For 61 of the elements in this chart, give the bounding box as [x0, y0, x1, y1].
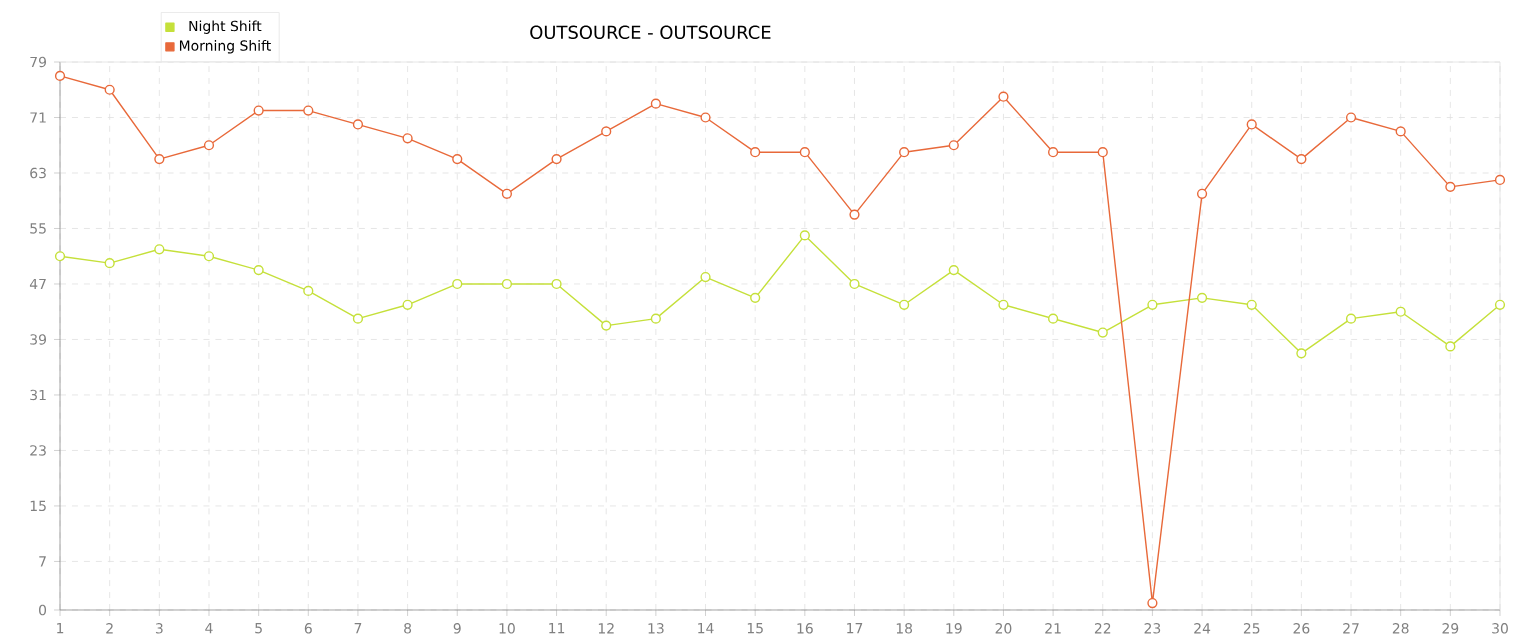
point: [203, 140, 215, 151]
point: [1445, 181, 1456, 192]
point: [899, 299, 910, 310]
point: [452, 278, 463, 289]
point: [998, 299, 1009, 310]
point: [253, 105, 264, 116]
point: [1395, 126, 1406, 137]
point: [501, 278, 513, 289]
point: [849, 278, 860, 289]
point: [650, 313, 661, 324]
point: [1395, 306, 1406, 317]
point: [849, 209, 860, 220]
point: [402, 299, 413, 310]
point: [1097, 327, 1108, 338]
point: [104, 257, 115, 269]
point: [1196, 292, 1208, 303]
point: [601, 126, 612, 137]
point: [452, 153, 463, 165]
point: [1097, 146, 1108, 158]
point: [54, 70, 66, 81]
point: [700, 271, 711, 283]
point: [303, 285, 314, 296]
point: [948, 264, 959, 276]
point: [1296, 348, 1307, 359]
point: [551, 153, 562, 165]
point: [154, 153, 165, 165]
point: [1196, 188, 1208, 199]
point: [1246, 119, 1257, 130]
point: [104, 84, 115, 95]
point: [1345, 112, 1357, 123]
point: [54, 251, 66, 262]
point: [1445, 341, 1456, 352]
point: [1048, 313, 1059, 324]
point: [253, 264, 264, 276]
point: [1494, 174, 1506, 185]
point: [303, 105, 314, 116]
point: [750, 146, 761, 158]
point: [352, 313, 364, 324]
point: [1494, 299, 1506, 310]
point: [799, 230, 810, 241]
point: [650, 98, 661, 109]
point: [154, 244, 165, 255]
point: [948, 140, 959, 151]
point: [352, 119, 364, 130]
point: [601, 320, 612, 331]
point: [750, 292, 761, 303]
point: [1296, 153, 1307, 165]
point: [1147, 597, 1158, 609]
point: [551, 278, 562, 289]
point: [1147, 299, 1158, 310]
point: [899, 146, 910, 158]
point: [203, 251, 215, 262]
chart-title: OUTSOURCE - OUTSOURCE: [530, 25, 771, 39]
point: [501, 188, 513, 199]
point: [402, 133, 413, 144]
point: [799, 146, 810, 158]
point: [1345, 313, 1357, 324]
point: [1048, 146, 1059, 158]
point: [1246, 299, 1257, 310]
point: [998, 91, 1009, 102]
point: [700, 112, 711, 123]
